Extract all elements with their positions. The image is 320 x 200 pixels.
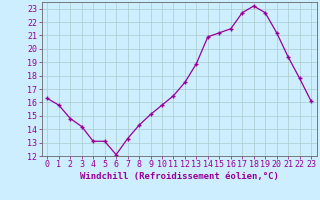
X-axis label: Windchill (Refroidissement éolien,°C): Windchill (Refroidissement éolien,°C) <box>80 172 279 181</box>
